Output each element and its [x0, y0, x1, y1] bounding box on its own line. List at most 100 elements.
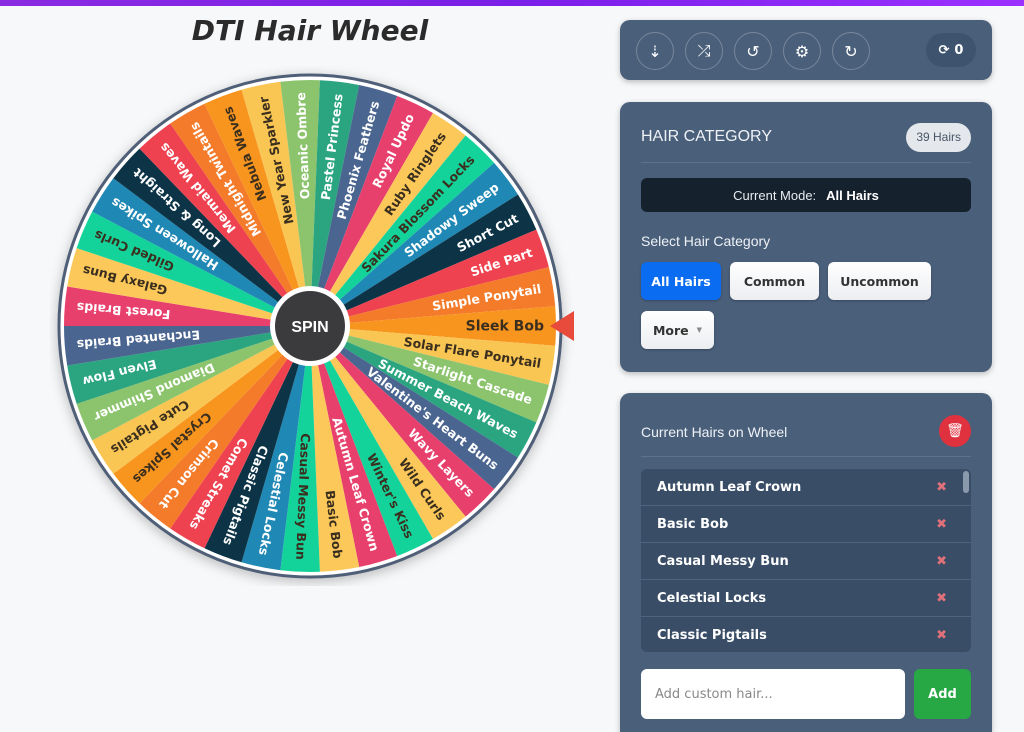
- history-button[interactable]: ↺: [734, 32, 772, 70]
- custom-hair-input[interactable]: [641, 669, 905, 719]
- hair-count-badge: 39 Hairs: [906, 123, 971, 152]
- wheel-segment: [113, 148, 310, 326]
- wheel-segment: [204, 89, 310, 326]
- top-accent-bar: [0, 0, 1024, 6]
- trash-icon: 🗑: [946, 423, 964, 439]
- spin-button[interactable]: [275, 291, 345, 361]
- wheel-segment: [310, 267, 556, 326]
- wheel-segment: [310, 326, 495, 517]
- wheel-segment: [310, 229, 549, 326]
- wheel-segment: [310, 326, 537, 458]
- current-hairs-panel: Current Hairs on Wheel 🗑 Autumn Leaf Cro…: [620, 393, 992, 732]
- wheel-segment: [170, 326, 310, 549]
- remove-hair-icon[interactable]: ✖: [936, 479, 947, 495]
- list-scrollbar[interactable]: [963, 471, 969, 493]
- reset-button[interactable]: ↻: [832, 32, 870, 70]
- category-all-hairs-button[interactable]: All Hairs: [641, 262, 721, 300]
- spin-count: 0: [954, 42, 964, 58]
- list-item: Celestial Locks ✖: [641, 580, 971, 617]
- wheel-segment: [64, 286, 310, 326]
- category-uncommon-button[interactable]: Uncommon: [828, 262, 931, 300]
- remove-hair-icon[interactable]: ✖: [936, 516, 947, 532]
- wheel-segment: [241, 81, 310, 327]
- wheel-segment-label: Oceanic Ombre: [293, 92, 312, 200]
- hair-name: Classic Pigtails: [657, 627, 767, 643]
- wheel-segment: [139, 123, 310, 327]
- wheel-segment: [76, 326, 310, 441]
- wheel-pointer-icon: [550, 311, 574, 341]
- divider: [641, 456, 971, 457]
- wheel-segment: [310, 326, 398, 568]
- more-label: More: [652, 322, 689, 338]
- wheel-segment: [310, 306, 556, 346]
- hair-category-panel: HAIR CATEGORY 39 Hairs Current Mode: All…: [620, 102, 992, 372]
- wheel-segment: [92, 178, 310, 326]
- wheel-segment: [310, 326, 549, 423]
- wheel-segment: [310, 84, 398, 326]
- wheel-segment: [310, 135, 495, 326]
- wheel-segment: [64, 326, 310, 366]
- gear-icon: ⚙: [794, 41, 810, 61]
- hair-name: Basic Bob: [657, 516, 729, 532]
- wheel-segment: [67, 326, 310, 404]
- wheel-segment: [204, 326, 310, 563]
- hair-list[interactable]: Autumn Leaf Crown ✖ Basic Bob ✖ Casual Messy…: [641, 469, 971, 652]
- wheel-segment: [76, 211, 310, 326]
- wheel-segment: [310, 112, 466, 326]
- spin-counter[interactable]: ⟳ 0: [926, 33, 976, 67]
- page-title: DTI Hair Wheel: [191, 14, 429, 47]
- toolbar-panel: ⇣ ⤮ ↺ ⚙ ↻ ⟳ 0: [620, 20, 992, 80]
- wheel-segment: [170, 103, 310, 326]
- list-item: Autumn Leaf Crown ✖: [641, 469, 971, 506]
- wheel-segment: [310, 162, 518, 326]
- sync-icon: ⟳: [938, 42, 950, 58]
- wheel-segment: [310, 194, 537, 326]
- list-item: Casual Messy Bun ✖: [641, 543, 971, 580]
- wheel-segment-label: Casual Messy Bun: [293, 433, 313, 560]
- wheel-segment: [310, 95, 433, 326]
- wheel-segment: [310, 326, 433, 557]
- redo-icon: ↻: [844, 41, 858, 61]
- remove-hair-icon[interactable]: ✖: [936, 627, 947, 643]
- add-hair-button[interactable]: Add: [914, 669, 971, 719]
- category-common-button[interactable]: Common: [730, 262, 819, 300]
- hair-name: Autumn Leaf Crown: [657, 479, 802, 495]
- wheel-segment: [310, 326, 556, 385]
- wheel-segment: [92, 326, 310, 474]
- wheel-segment: [310, 326, 360, 572]
- wheel-segment: [139, 326, 310, 529]
- wheel-segment: [113, 326, 310, 504]
- remove-hair-icon[interactable]: ✖: [936, 590, 947, 606]
- list-item: Classic Pigtails ✖: [641, 617, 971, 652]
- chevron-down-icon: ▼: [696, 326, 703, 334]
- wheel-segment-label: Sleek Bob: [466, 319, 544, 335]
- shuffle-icon: ⤮: [697, 41, 711, 60]
- sort-button[interactable]: ⇣: [636, 32, 674, 70]
- category-more-dropdown[interactable]: More ▼: [641, 311, 714, 349]
- history-icon: ↺: [746, 41, 760, 61]
- spin-label[interactable]: SPIN: [291, 319, 328, 336]
- shuffle-button[interactable]: ⤮: [685, 32, 723, 70]
- mode-label: Current Mode:: [733, 187, 817, 203]
- mode-value: All Hairs: [826, 187, 879, 203]
- hair-name: Celestial Locks: [657, 590, 767, 606]
- current-hairs-title: Current Hairs on Wheel: [641, 424, 788, 440]
- wheel-segment: [280, 326, 320, 572]
- category-title: HAIR CATEGORY: [641, 128, 772, 145]
- settings-button[interactable]: ⚙: [783, 32, 821, 70]
- sort-az-icon: ⇣: [648, 41, 662, 61]
- remove-hair-icon[interactable]: ✖: [936, 553, 947, 569]
- clear-all-button[interactable]: 🗑: [939, 415, 971, 447]
- divider: [641, 162, 971, 163]
- hair-name: Casual Messy Bun: [657, 553, 789, 569]
- wheel-segment: [67, 248, 310, 326]
- select-category-label: Select Hair Category: [641, 233, 771, 249]
- current-mode-bar: Current Mode: All Hairs: [641, 178, 971, 212]
- wheel-segment: [241, 326, 310, 571]
- wheel-segment: [310, 80, 360, 326]
- wheel-segment: [310, 326, 466, 540]
- wheel-segment: [310, 326, 518, 490]
- wheel-segment: [280, 80, 320, 327]
- list-item: Basic Bob ✖: [641, 506, 971, 543]
